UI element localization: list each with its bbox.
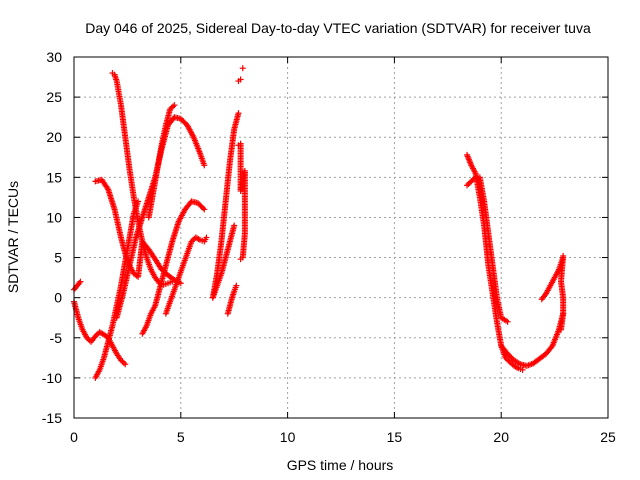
- y-tick-label: 20: [46, 129, 62, 145]
- y-tick-label: 30: [46, 49, 62, 65]
- x-tick-label: 5: [177, 429, 185, 445]
- data-point: [201, 162, 208, 169]
- x-tick-label: 10: [280, 429, 296, 445]
- data-point: [201, 206, 208, 213]
- y-axis-label: SDTVAR / TECUs: [5, 181, 21, 293]
- plot-frame: [73, 56, 609, 419]
- data-point: [239, 65, 246, 72]
- y-tick-label: 25: [46, 89, 62, 105]
- y-tick-label: 5: [54, 250, 62, 266]
- x-tick-label: 0: [70, 429, 78, 445]
- y-tick-label: -15: [42, 410, 62, 426]
- y-tick-label: -5: [50, 330, 63, 346]
- data-point: [135, 198, 142, 205]
- data-point: [169, 278, 176, 285]
- data-point: [237, 256, 244, 263]
- x-axis-label: GPS time / hours: [287, 457, 394, 473]
- chart-title: Day 046 of 2025, Sidereal Day-to-day VTE…: [85, 20, 591, 36]
- data-point: [519, 366, 526, 373]
- data-point: [122, 361, 129, 368]
- data-point: [504, 318, 511, 325]
- data-point: [233, 282, 240, 289]
- x-tick-label: 25: [600, 429, 616, 445]
- x-tick-label: 15: [387, 429, 403, 445]
- data-point: [235, 110, 242, 117]
- grid: [74, 57, 608, 418]
- data-point: [231, 222, 238, 229]
- data-point: [200, 205, 207, 212]
- data-point: [560, 252, 567, 259]
- y-tick-label: 0: [54, 290, 62, 306]
- axis-ticks: 0 5 10 15 20 25 -15 -10 -5 0 5 10 15 20 25 30: [42, 49, 616, 445]
- y-tick-label: -10: [42, 370, 62, 386]
- y-tick-label: 15: [46, 169, 62, 185]
- y-tick-label: 10: [46, 209, 62, 225]
- data-point: [77, 278, 84, 285]
- data-point: [171, 102, 178, 109]
- data-point: [76, 279, 83, 286]
- data-points: [71, 65, 567, 381]
- data-point: [237, 76, 244, 83]
- data-point: [203, 234, 210, 241]
- x-tick-label: 20: [493, 429, 509, 445]
